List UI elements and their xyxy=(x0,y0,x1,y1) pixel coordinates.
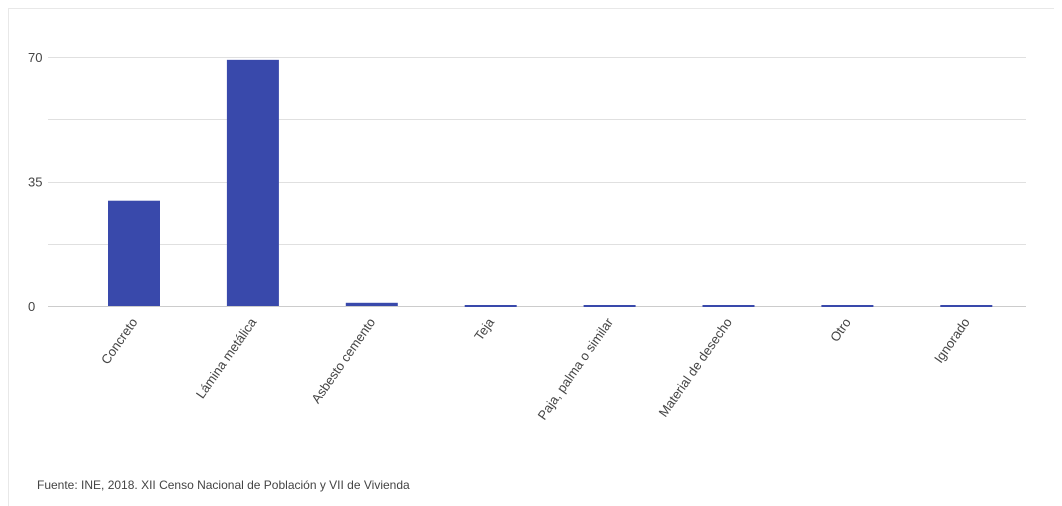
x-tick-label: Otro xyxy=(827,315,854,344)
bar[interactable] xyxy=(108,200,160,306)
x-tick-label: Ignorado xyxy=(931,315,973,366)
bar[interactable] xyxy=(345,302,398,306)
x-tick-label: Asbesto cemento xyxy=(308,315,378,406)
bar[interactable] xyxy=(702,305,755,307)
y-tick-label: 35 xyxy=(28,175,42,190)
x-tick-label: Paja, palma o similar xyxy=(535,315,617,423)
y-tick-label: 70 xyxy=(28,50,42,65)
x-axis-ticks: Concreto Lámina metálica Asbesto cemento Te… xyxy=(98,314,973,422)
x-tick-label: Material de desecho xyxy=(656,315,735,420)
gridlines xyxy=(48,57,1026,307)
bar[interactable] xyxy=(583,305,636,307)
chart-frame xyxy=(8,8,1054,506)
bar[interactable] xyxy=(226,59,279,306)
y-axis-ticks: 0 35 70 xyxy=(28,50,42,314)
x-tick-label: Concreto xyxy=(98,315,141,367)
bar[interactable] xyxy=(821,305,874,307)
bar[interactable] xyxy=(940,305,993,307)
bar[interactable] xyxy=(464,305,517,307)
y-tick-label: 0 xyxy=(28,299,35,314)
x-tick-label: Lámina metálica xyxy=(193,314,260,401)
x-tick-label: Teja xyxy=(471,314,497,343)
bars xyxy=(108,59,993,307)
source-note: Fuente: INE, 2018. XII Censo Nacional de… xyxy=(37,478,410,492)
